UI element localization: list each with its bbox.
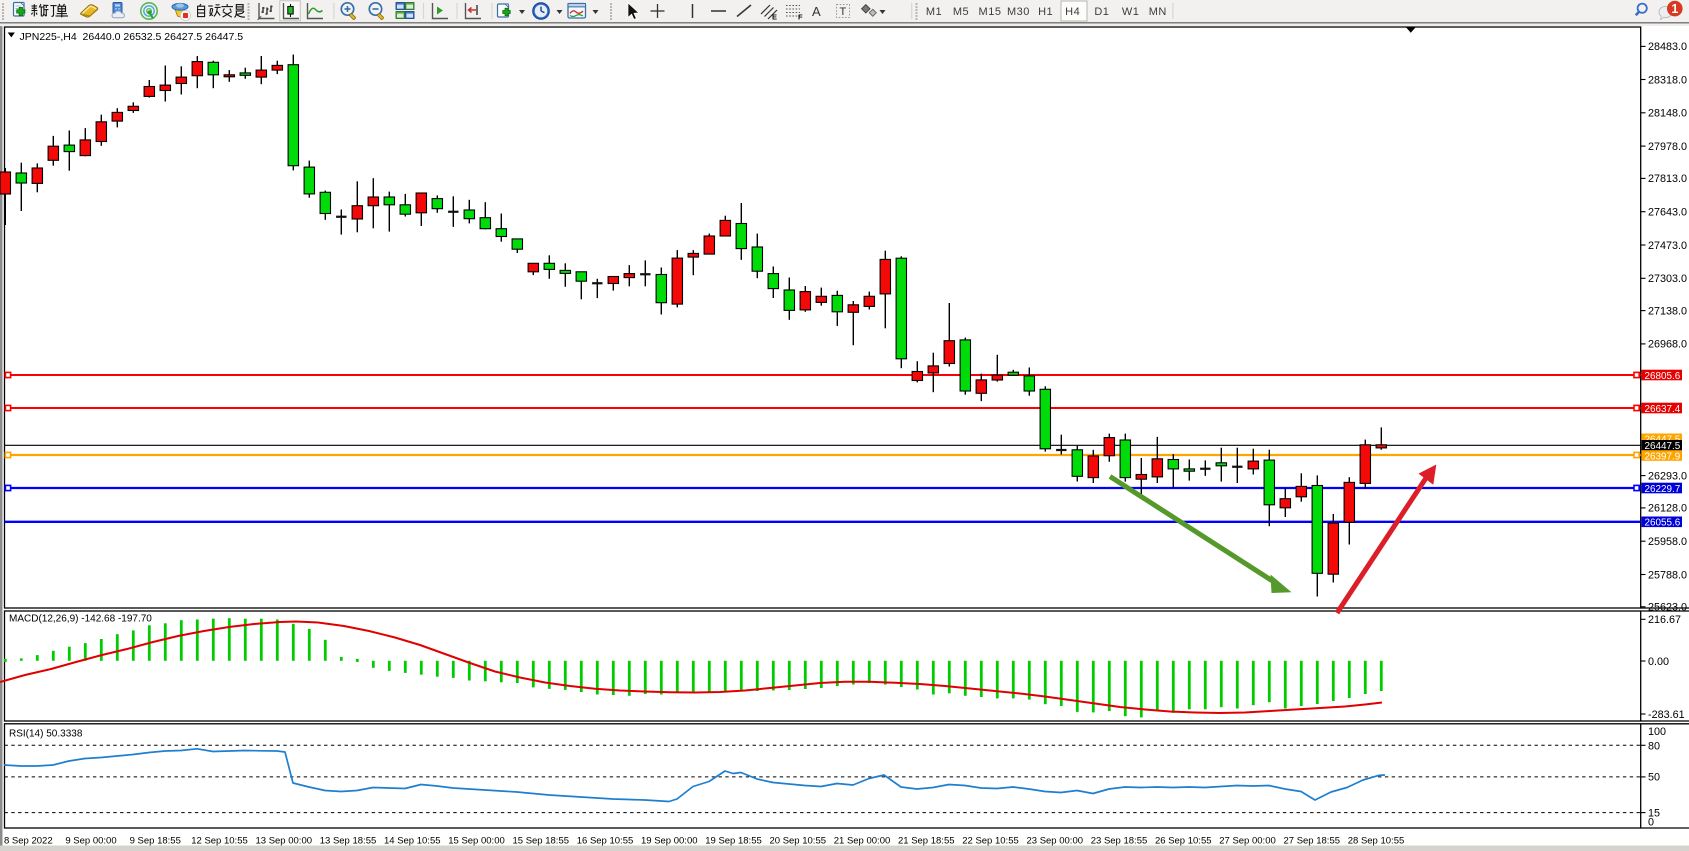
svg-text:26397.9: 26397.9 <box>1645 451 1681 462</box>
svg-text:26637.4: 26637.4 <box>1645 404 1681 415</box>
svg-text:26293.0: 26293.0 <box>1648 470 1687 482</box>
svg-text:9 Sep 00:00: 9 Sep 00:00 <box>65 836 116 847</box>
svg-text:M5: M5 <box>953 6 969 18</box>
svg-text:27 Sep 00:00: 27 Sep 00:00 <box>1219 836 1276 847</box>
svg-text:0.00: 0.00 <box>1648 656 1669 668</box>
svg-text:26128.0: 26128.0 <box>1648 503 1687 515</box>
svg-text:50: 50 <box>1648 772 1660 784</box>
svg-text:A: A <box>812 4 821 19</box>
svg-text:-283.61: -283.61 <box>1648 709 1685 721</box>
svg-text:28483.0: 28483.0 <box>1648 41 1687 53</box>
svg-text:E: E <box>772 13 777 22</box>
svg-text:12 Sep 10:55: 12 Sep 10:55 <box>191 836 248 847</box>
svg-text:13 Sep 18:55: 13 Sep 18:55 <box>320 836 377 847</box>
svg-text:27 Sep 18:55: 27 Sep 18:55 <box>1283 836 1340 847</box>
svg-text:216.67: 216.67 <box>1648 614 1681 626</box>
svg-text:23 Sep 18:55: 23 Sep 18:55 <box>1091 836 1148 847</box>
svg-text:26447.5: 26447.5 <box>1645 441 1681 452</box>
svg-text:100: 100 <box>1648 726 1666 738</box>
svg-text:27303.0: 27303.0 <box>1648 273 1687 285</box>
svg-text:80: 80 <box>1648 740 1660 752</box>
svg-text:H1: H1 <box>1038 6 1053 18</box>
svg-text:16 Sep 10:55: 16 Sep 10:55 <box>577 836 634 847</box>
svg-text:28 Sep 10:55: 28 Sep 10:55 <box>1348 836 1405 847</box>
svg-text:27473.0: 27473.0 <box>1648 240 1687 252</box>
svg-text:JPN225-,H4 26440.0 26532.5 26: JPN225-,H4 26440.0 26532.5 26427.5 26447… <box>20 31 244 43</box>
svg-text:14 Sep 10:55: 14 Sep 10:55 <box>384 836 441 847</box>
svg-text:28148.0: 28148.0 <box>1648 108 1687 120</box>
svg-text:MN: MN <box>1149 6 1167 18</box>
svg-text:26968.0: 26968.0 <box>1648 339 1687 351</box>
svg-text:21 Sep 00:00: 21 Sep 00:00 <box>834 836 891 847</box>
svg-text:20 Sep 10:55: 20 Sep 10:55 <box>769 836 826 847</box>
svg-text:15: 15 <box>1648 807 1660 819</box>
svg-text:25623.0: 25623.0 <box>1648 602 1687 614</box>
svg-text:27978.0: 27978.0 <box>1648 141 1687 153</box>
svg-text:19 Sep 00:00: 19 Sep 00:00 <box>641 836 698 847</box>
svg-text:RSI(14) 50.3338: RSI(14) 50.3338 <box>9 729 83 740</box>
svg-text:22 Sep 10:55: 22 Sep 10:55 <box>962 836 1019 847</box>
svg-text:15 Sep 18:55: 15 Sep 18:55 <box>512 836 569 847</box>
svg-text:26229.7: 26229.7 <box>1645 484 1681 495</box>
svg-text:T: T <box>840 6 847 18</box>
svg-text:26805.6: 26805.6 <box>1645 371 1681 382</box>
svg-text:26055.6: 26055.6 <box>1645 518 1681 529</box>
svg-text:27813.0: 27813.0 <box>1648 173 1687 185</box>
svg-text:H4: H4 <box>1065 6 1080 18</box>
svg-text:28318.0: 28318.0 <box>1648 74 1687 86</box>
svg-text:M1: M1 <box>926 6 942 18</box>
svg-text:8 Sep 2022: 8 Sep 2022 <box>4 836 53 847</box>
svg-text:F: F <box>798 13 803 22</box>
svg-text:25958.0: 25958.0 <box>1648 536 1687 548</box>
svg-text:27138.0: 27138.0 <box>1648 305 1687 317</box>
svg-text:21 Sep 18:55: 21 Sep 18:55 <box>898 836 955 847</box>
svg-text:15 Sep 00:00: 15 Sep 00:00 <box>448 836 505 847</box>
svg-text:26 Sep 10:55: 26 Sep 10:55 <box>1155 836 1212 847</box>
svg-text:1: 1 <box>1671 2 1678 16</box>
svg-text:D1: D1 <box>1094 6 1109 18</box>
svg-text:25788.0: 25788.0 <box>1648 569 1687 581</box>
svg-text:9 Sep 18:55: 9 Sep 18:55 <box>130 836 181 847</box>
svg-text:0: 0 <box>1648 816 1654 828</box>
svg-text:27643.0: 27643.0 <box>1648 207 1687 219</box>
svg-text:MACD(12,26,9) -142.68 -197.70: MACD(12,26,9) -142.68 -197.70 <box>9 614 152 625</box>
svg-text:23 Sep 00:00: 23 Sep 00:00 <box>1026 836 1083 847</box>
svg-text:W1: W1 <box>1122 6 1140 18</box>
svg-text:13 Sep 00:00: 13 Sep 00:00 <box>255 836 312 847</box>
svg-text:19 Sep 18:55: 19 Sep 18:55 <box>705 836 762 847</box>
svg-text:M30: M30 <box>1007 6 1030 18</box>
svg-text:M15: M15 <box>979 6 1002 18</box>
